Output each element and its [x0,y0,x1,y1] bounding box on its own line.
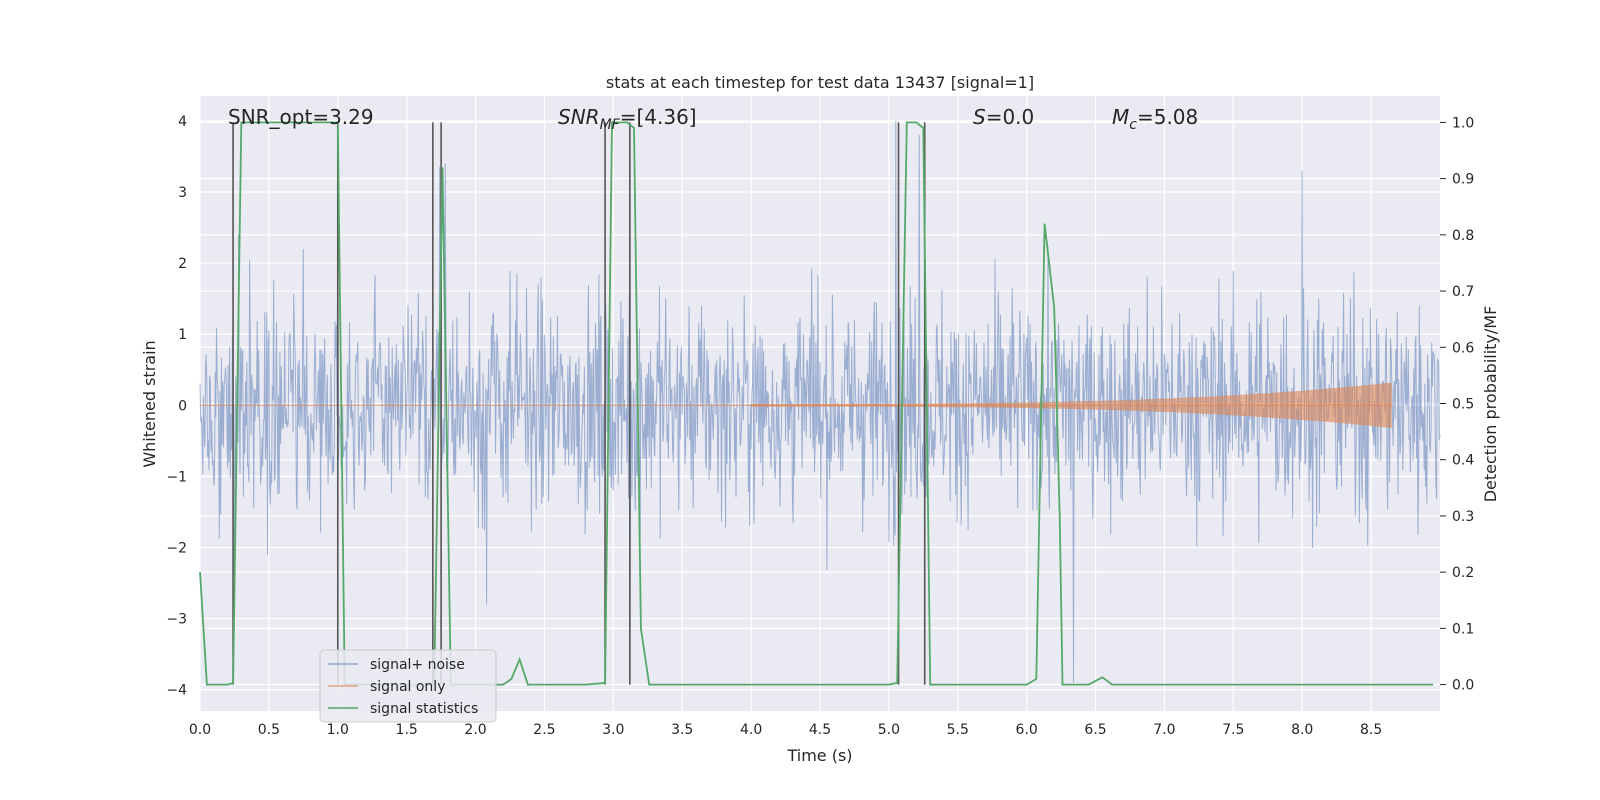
x-tick-label: 7.5 [1222,722,1244,738]
annotation-snr-mf: SNRMF=[4.36] [558,105,697,133]
x-tick-label: 5.5 [947,722,969,738]
y-tick-label-right: 0.4 [1452,453,1474,469]
mc-sub: c [1129,117,1137,133]
x-tick-label: 8.5 [1360,722,1382,738]
x-tick-label: 2.0 [464,722,486,738]
y-tick-label: 4 [178,114,187,130]
legend-label-noise: signal+ noise [370,657,465,673]
mc-base: M [1112,105,1129,129]
y-tick-label-right: 0.9 [1452,172,1474,188]
x-tick-label: 4.5 [809,722,831,738]
legend-label-stats: signal statistics [370,701,478,717]
x-tick-label: 2.5 [533,722,555,738]
x-tick-label: 3.0 [602,722,624,738]
y-ticks-right: 1.0 0.9 0.8 0.7 0.6 0.5 0.4 0.3 0.2 0.1 0.0 [1440,115,1474,694]
x-tick-label: 8.0 [1291,722,1313,738]
x-ticks: 0.0 0.5 1.0 1.5 2.0 2.5 3.0 3.5 4.0 4.5 5.0 5.5 6.0 6… [189,722,1382,738]
x-axis-label: Time (s) [786,746,852,765]
y-tick-label: −4 [166,683,187,699]
chart-title: stats at each timestep for test data 134… [606,73,1034,92]
y-tick-label-right: 1.0 [1452,115,1474,131]
x-tick-label: 1.0 [327,722,349,738]
legend-box [319,649,497,723]
series-signal-only [200,382,1392,428]
y-tick-label: 0 [178,398,187,414]
x-tick-label: 3.5 [671,722,693,738]
y-ticks-left: 4 3 2 1 0 −1 −2 −3 −4 [166,114,187,699]
y-tick-label: −2 [166,540,187,556]
stats-line [199,121,1434,686]
y-axis-label-right: Detection probability/MF [1481,306,1500,503]
y-axis-label-left: Whitened strain [140,340,159,467]
y-tick-label-right: 0.3 [1452,509,1474,525]
x-tick-label: 0.0 [189,722,211,738]
noise-trace [199,120,1441,683]
signal-envelope [751,382,1392,428]
y-tick-label: −1 [166,469,187,485]
snr-mf-base: SNR [558,105,600,129]
y-tick-label: 1 [178,327,187,343]
series-signal-noise [199,120,1441,683]
y-tick-label-right: 0.1 [1452,621,1474,637]
snr-mf-sub: MF [600,117,621,133]
x-tick-label: 1.5 [396,722,418,738]
annotation-mc: Mc=5.08 [1112,105,1198,133]
annotation-s: S=0.0 [973,105,1034,129]
y-tick-label-right: 0.2 [1452,565,1474,581]
x-tick-label: 0.5 [258,722,280,738]
y-tick-label-right: 0.5 [1452,397,1474,413]
annotation-snr-opt: SNR_opt=3.29 [228,105,374,129]
series-signal-statistics [199,121,1434,686]
legend-label-signal: signal only [370,679,445,695]
y-tick-label: 2 [178,256,187,272]
legend: signal+ noise signal only signal statist… [319,649,497,723]
y-tick-label: 3 [178,185,187,201]
x-tick-label: 4.0 [740,722,762,738]
s-value: =0.0 [986,105,1035,129]
mc-value: =5.08 [1137,105,1198,129]
y-tick-label-right: 0.0 [1452,678,1474,694]
s-sym: S [973,105,986,129]
x-tick-label: 6.5 [1084,722,1106,738]
x-tick-label: 5.0 [878,722,900,738]
x-tick-label: 6.0 [1016,722,1038,738]
y-tick-label-right: 0.6 [1452,340,1474,356]
y-tick-label-right: 0.8 [1452,228,1474,244]
y-tick-label-right: 0.7 [1452,284,1474,300]
x-tick-label: 7.0 [1153,722,1175,738]
y-tick-label: −3 [166,612,187,628]
snr-mf-value: =[4.36] [620,105,697,129]
